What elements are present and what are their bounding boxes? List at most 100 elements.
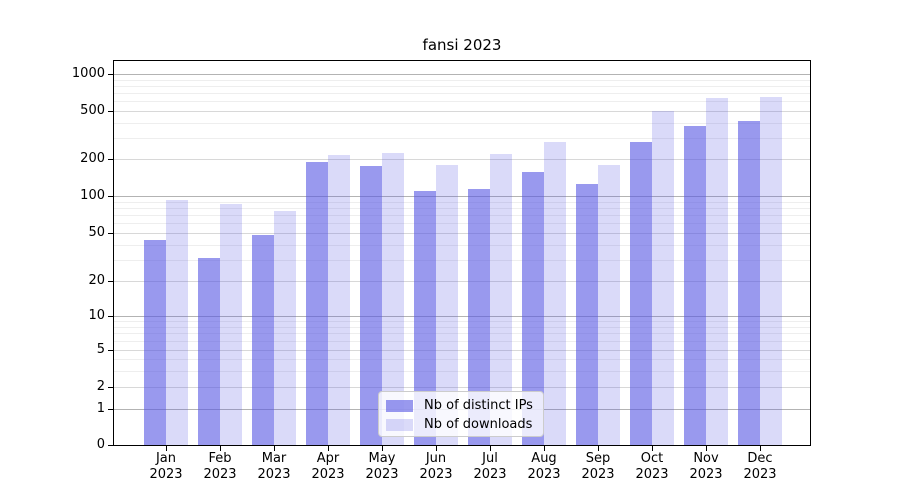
y-gridline-minor <box>114 207 810 209</box>
y-tick-label-5: 5 <box>96 342 105 357</box>
y-tick-mark <box>108 159 113 160</box>
y-tick-label-1: 1 <box>96 401 105 416</box>
y-gridline-minor <box>114 333 810 335</box>
y-tick-mark <box>108 409 113 410</box>
x-tick-label-line: Feb <box>208 451 232 466</box>
x-tick-label-jul-2023: Jul 2023 <box>463 451 517 483</box>
bar-distinct-ips-dec-2023 <box>738 120 760 445</box>
y-tick-mark <box>108 316 113 317</box>
legend-swatch-downloads <box>386 418 413 431</box>
x-tick-label-aug-2023: Aug 2023 <box>517 451 571 483</box>
y-gridline-minor <box>114 122 810 124</box>
bar-downloads-may-2023 <box>382 152 404 445</box>
plot-area <box>113 60 811 446</box>
x-tick-label-feb-2023: Feb 2023 <box>193 451 247 483</box>
x-tick-mark <box>382 446 383 451</box>
bar-downloads-oct-2023 <box>652 111 674 445</box>
y-tick-mark <box>108 233 113 234</box>
bar-downloads-jun-2023 <box>436 165 458 445</box>
chart-title: fansi 2023 <box>422 36 502 54</box>
y-gridline-mid <box>114 350 810 351</box>
y-gridline-minor <box>114 326 810 328</box>
x-tick-label-line: 2023 <box>473 467 507 482</box>
bar-distinct-ips-jan-2023 <box>144 239 166 445</box>
y-tick-mark <box>108 196 113 197</box>
y-tick-mark <box>108 74 113 75</box>
y-gridline-minor <box>114 223 810 225</box>
y-gridline-mid <box>114 387 810 388</box>
y-gridline-minor <box>114 321 810 323</box>
y-gridline-major <box>114 74 810 75</box>
y-tick-label-100: 100 <box>80 188 105 203</box>
x-tick-label-oct-2023: Oct 2023 <box>625 451 679 483</box>
x-tick-label-line: Apr <box>316 451 340 466</box>
legend-item-distinct-ips: Nb of distinct IPs <box>386 396 536 415</box>
y-tick-label-10: 10 <box>88 308 105 323</box>
y-gridline-minor <box>114 93 810 95</box>
bar-downloads-jul-2023 <box>490 154 512 445</box>
x-tick-mark <box>490 446 491 451</box>
x-tick-label-line: Jul <box>482 451 498 466</box>
x-tick-mark <box>274 446 275 451</box>
bar-downloads-mar-2023 <box>274 211 296 445</box>
bar-distinct-ips-nov-2023 <box>684 125 706 445</box>
x-tick-label-line: 2023 <box>311 467 345 482</box>
bar-downloads-aug-2023 <box>544 141 566 445</box>
y-tick-label-50: 50 <box>88 225 105 240</box>
legend-swatch-distinct-ips <box>386 399 413 412</box>
bar-downloads-jan-2023 <box>166 199 188 445</box>
y-tick-label-20: 20 <box>88 273 105 288</box>
x-tick-label-mar-2023: Mar 2023 <box>247 451 301 483</box>
x-tick-mark <box>760 446 761 451</box>
y-gridline-minor <box>114 101 810 103</box>
y-gridline-minor <box>114 370 810 372</box>
x-tick-label-line: Nov <box>693 451 719 466</box>
y-tick-mark <box>108 445 113 446</box>
x-tick-mark <box>544 446 545 451</box>
x-tick-label-line: 2023 <box>743 467 777 482</box>
y-tick-mark <box>108 350 113 351</box>
y-tick-label-1000: 1000 <box>71 66 105 81</box>
x-tick-label-line: Aug <box>531 451 557 466</box>
x-tick-label-line: 2023 <box>635 467 669 482</box>
bar-distinct-ips-apr-2023 <box>306 161 328 445</box>
legend-label-distinct-ips: Nb of distinct IPs <box>424 397 533 413</box>
y-gridline-minor <box>114 259 810 261</box>
y-gridline-mid <box>114 111 810 112</box>
x-tick-label-line: 2023 <box>581 467 615 482</box>
x-tick-label-dec-2023: Dec 2023 <box>733 451 787 483</box>
y-gridline-mid <box>114 281 810 282</box>
x-tick-mark <box>598 446 599 451</box>
bar-distinct-ips-feb-2023 <box>198 258 220 445</box>
bar-downloads-feb-2023 <box>220 204 242 445</box>
x-tick-label-line: May <box>368 451 396 466</box>
x-tick-label-may-2023: May 2023 <box>355 451 409 483</box>
x-tick-mark <box>220 446 221 451</box>
x-tick-label-line: Sep <box>585 451 611 466</box>
bar-downloads-dec-2023 <box>760 96 782 445</box>
x-tick-label-nov-2023: Nov 2023 <box>679 451 733 483</box>
legend-item-downloads: Nb of downloads <box>386 415 536 434</box>
x-tick-label-line: Dec <box>747 451 773 466</box>
x-tick-mark <box>652 446 653 451</box>
bar-distinct-ips-sep-2023 <box>576 184 598 445</box>
y-gridline-minor <box>114 137 810 139</box>
x-tick-mark <box>436 446 437 451</box>
bar-downloads-sep-2023 <box>598 165 620 445</box>
bar-distinct-ips-jun-2023 <box>414 190 436 445</box>
y-gridline-minor <box>114 215 810 217</box>
y-gridline-minor <box>114 244 810 246</box>
y-gridline-minor <box>114 201 810 203</box>
x-tick-label-line: 2023 <box>257 467 291 482</box>
bar-downloads-nov-2023 <box>706 98 728 445</box>
x-tick-label-line: Mar <box>261 451 287 466</box>
y-tick-mark <box>108 281 113 282</box>
x-tick-label-line: 2023 <box>149 467 183 482</box>
x-tick-label-apr-2023: Apr 2023 <box>301 451 355 483</box>
legend-label-downloads: Nb of downloads <box>424 416 533 432</box>
y-gridline-major <box>114 316 810 317</box>
bar-downloads-apr-2023 <box>328 155 350 445</box>
y-gridline-mid <box>114 233 810 234</box>
x-tick-label-line: 2023 <box>419 467 453 482</box>
y-tick-label-0: 0 <box>96 437 105 452</box>
